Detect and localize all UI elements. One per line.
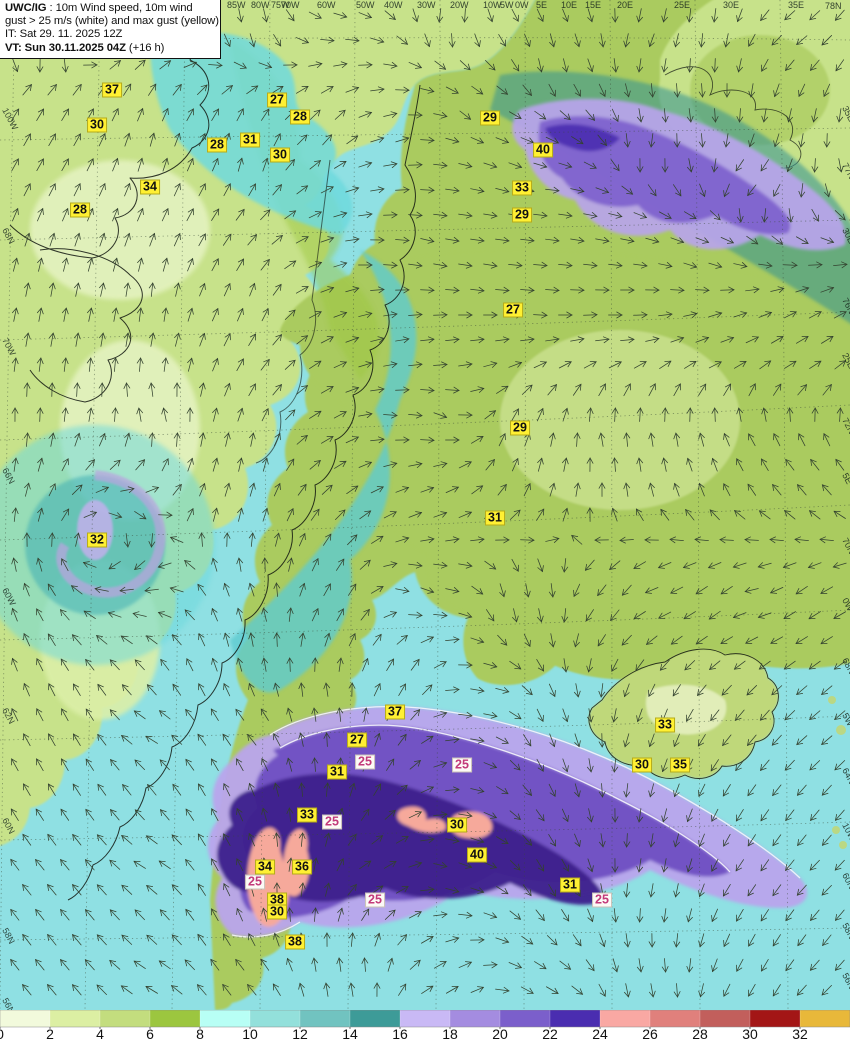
svg-text:66N: 66N (0, 466, 17, 485)
svg-text:30E: 30E (723, 0, 739, 10)
svg-text:70N: 70N (840, 536, 850, 555)
svg-text:68N: 68N (0, 226, 17, 245)
svg-text:60N: 60N (840, 871, 850, 890)
svg-text:30W: 30W (417, 0, 436, 10)
svg-text:20E: 20E (617, 0, 633, 10)
svg-text:5W: 5W (500, 0, 514, 10)
svg-text:6: 6 (146, 1026, 154, 1041)
svg-text:2: 2 (46, 1026, 54, 1041)
svg-text:80W: 80W (251, 0, 270, 10)
svg-text:4: 4 (96, 1026, 104, 1041)
svg-text:5E: 5E (536, 0, 547, 10)
svg-text:0W: 0W (840, 596, 850, 613)
svg-text:12: 12 (292, 1026, 308, 1041)
svg-text:64N: 64N (840, 766, 850, 785)
svg-text:20: 20 (492, 1026, 508, 1041)
svg-text:30: 30 (742, 1026, 758, 1041)
svg-text:60W: 60W (0, 586, 18, 607)
svg-text:30E: 30E (840, 226, 850, 245)
svg-text:26: 26 (642, 1026, 658, 1041)
svg-text:76N: 76N (840, 296, 850, 315)
svg-text:25E: 25E (840, 351, 850, 370)
svg-text:35E: 35E (840, 104, 850, 123)
svg-text:20W: 20W (450, 0, 469, 10)
svg-text:62N: 62N (0, 706, 17, 725)
svg-text:14: 14 (342, 1026, 358, 1041)
svg-text:58N: 58N (840, 921, 850, 940)
svg-text:78N: 78N (825, 1, 842, 11)
svg-text:25E: 25E (674, 0, 690, 10)
svg-text:10: 10 (242, 1026, 258, 1041)
svg-text:100W: 100W (0, 106, 20, 132)
svg-text:32: 32 (792, 1026, 808, 1041)
svg-text:72N: 72N (840, 416, 850, 435)
svg-text:5E: 5E (840, 471, 850, 485)
svg-text:40W: 40W (384, 0, 403, 10)
svg-text:60W: 60W (317, 0, 336, 10)
svg-text:0W: 0W (515, 0, 529, 10)
svg-text:50W: 50W (356, 0, 375, 10)
svg-text:70W: 70W (0, 336, 18, 357)
svg-text:35E: 35E (788, 0, 804, 10)
svg-text:58N: 58N (0, 926, 17, 945)
svg-text:68N: 68N (840, 656, 850, 675)
svg-text:56N: 56N (0, 996, 17, 1010)
svg-text:15E: 15E (585, 0, 601, 10)
svg-text:5W: 5W (840, 711, 850, 728)
svg-text:16: 16 (392, 1026, 408, 1041)
svg-text:0: 0 (0, 1026, 4, 1041)
svg-text:85W: 85W (227, 0, 246, 10)
svg-text:60N: 60N (0, 816, 17, 835)
svg-text:10E: 10E (561, 0, 577, 10)
svg-text:28: 28 (692, 1026, 708, 1041)
svg-text:56N: 56N (840, 971, 850, 990)
svg-text:70W: 70W (281, 0, 300, 10)
svg-text:24: 24 (592, 1026, 608, 1041)
svg-text:22: 22 (542, 1026, 558, 1041)
svg-text:10W: 10W (840, 821, 850, 842)
svg-text:8: 8 (196, 1026, 204, 1041)
svg-text:77N: 77N (840, 161, 850, 180)
svg-text:18: 18 (442, 1026, 458, 1041)
